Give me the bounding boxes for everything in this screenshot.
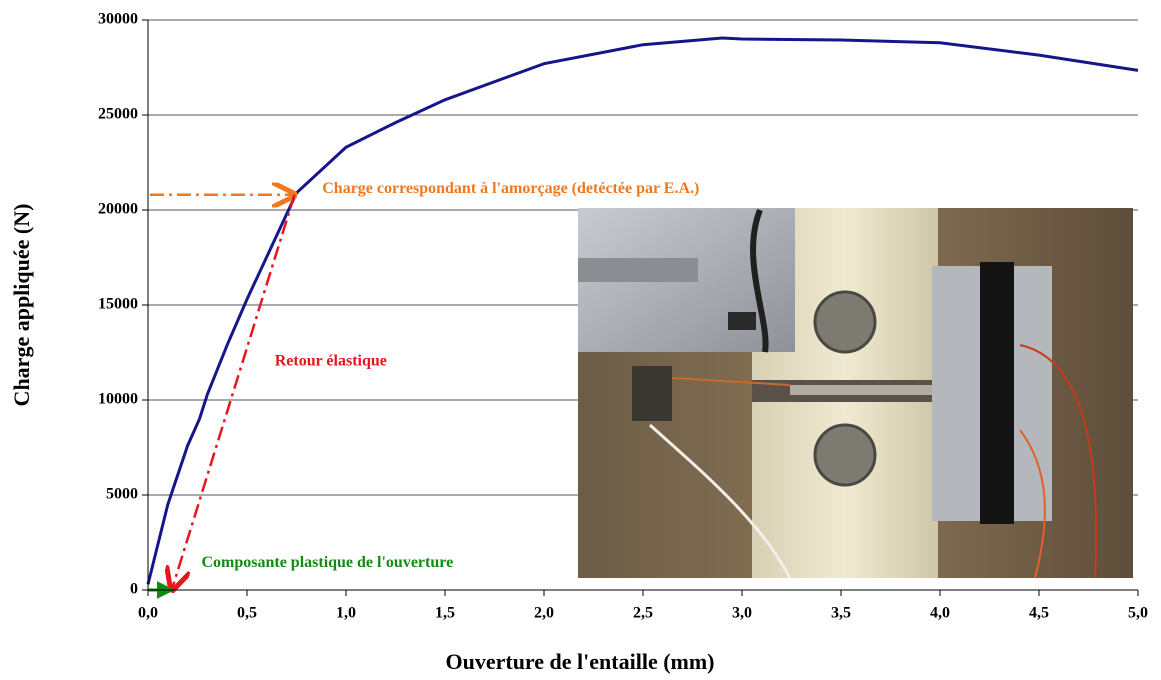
y-tick-label: 10000 [98, 391, 138, 408]
x-tick-label: 3,5 [831, 605, 851, 622]
x-tick-label: 2,0 [534, 605, 554, 622]
x-tick-label: 4,5 [1029, 605, 1049, 622]
annotation-text: Charge correspondant à l'amorçage (detéc… [322, 180, 699, 197]
y-tick-label: 20000 [98, 201, 138, 218]
y-tick-label: 0 [130, 581, 138, 598]
x-tick-label: 3,0 [732, 605, 752, 622]
y-tick-label: 5000 [106, 486, 138, 503]
annotation-arrow [172, 194, 296, 590]
x-tick-label: 2,5 [633, 605, 653, 622]
x-tick-label: 5,0 [1128, 605, 1148, 622]
x-tick-label: 0,5 [237, 605, 257, 622]
y-axis-title: Charge appliquée (N) [9, 204, 34, 407]
y-tick-label: 30000 [98, 11, 138, 28]
data-line [146, 36, 1139, 585]
y-tick-label: 15000 [98, 296, 138, 313]
x-tick-label: 4,0 [930, 605, 950, 622]
x-tick-label: 1,0 [336, 605, 356, 622]
x-tick-label: 1,5 [435, 605, 455, 622]
x-axis-title: Ouverture de l'entaille (mm) [445, 649, 714, 674]
annotation-text: Composante plastique de l'ouverture [201, 554, 453, 571]
x-tick-label: 0,0 [138, 605, 158, 622]
photo-inset [578, 208, 1133, 579]
y-tick-label: 25000 [98, 106, 138, 123]
annotation-text: Retour élastique [275, 353, 387, 370]
